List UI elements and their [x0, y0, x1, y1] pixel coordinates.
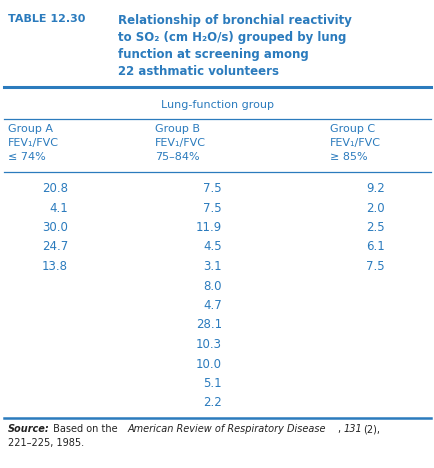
Text: 9.2: 9.2	[365, 182, 384, 195]
Text: 4.5: 4.5	[203, 241, 221, 254]
Text: 13.8: 13.8	[42, 260, 68, 273]
Text: 221–225, 1985.: 221–225, 1985.	[8, 438, 84, 448]
Text: 4.1: 4.1	[49, 202, 68, 214]
Text: 7.5: 7.5	[203, 182, 221, 195]
Text: (2),: (2),	[362, 424, 379, 434]
Text: 2.5: 2.5	[365, 221, 384, 234]
Text: Group A: Group A	[8, 124, 53, 134]
Text: ,: ,	[337, 424, 343, 434]
Text: Based on the: Based on the	[50, 424, 121, 434]
Text: TABLE 12.30: TABLE 12.30	[8, 14, 85, 24]
Text: 8.0: 8.0	[203, 279, 221, 292]
Text: FEV₁/FVC: FEV₁/FVC	[155, 138, 206, 148]
Text: Group B: Group B	[155, 124, 200, 134]
Text: 7.5: 7.5	[203, 202, 221, 214]
Text: 24.7: 24.7	[42, 241, 68, 254]
Text: FEV₁/FVC: FEV₁/FVC	[329, 138, 380, 148]
Text: 10.0: 10.0	[196, 358, 221, 371]
Text: 20.8: 20.8	[42, 182, 68, 195]
Text: 30.0: 30.0	[42, 221, 68, 234]
Text: 2.2: 2.2	[203, 396, 221, 410]
Text: ≤ 74%: ≤ 74%	[8, 152, 46, 162]
Text: American Review of Respiratory Disease: American Review of Respiratory Disease	[128, 424, 326, 434]
Text: 3.1: 3.1	[203, 260, 221, 273]
Text: 11.9: 11.9	[195, 221, 221, 234]
Text: 7.5: 7.5	[365, 260, 384, 273]
Text: Lung-function group: Lung-function group	[161, 100, 273, 110]
Text: 5.1: 5.1	[203, 377, 221, 390]
Text: 6.1: 6.1	[365, 241, 384, 254]
Text: 28.1: 28.1	[195, 319, 221, 331]
Text: 2.0: 2.0	[365, 202, 384, 214]
Text: 75–84%: 75–84%	[155, 152, 199, 162]
Text: Relationship of bronchial reactivity: Relationship of bronchial reactivity	[118, 14, 351, 27]
Text: 4.7: 4.7	[203, 299, 221, 312]
Text: Source:: Source:	[8, 424, 49, 434]
Text: FEV₁/FVC: FEV₁/FVC	[8, 138, 59, 148]
Text: 131: 131	[343, 424, 362, 434]
Text: to SO₂ (cm H₂O/s) grouped by lung: to SO₂ (cm H₂O/s) grouped by lung	[118, 31, 345, 44]
Text: Group C: Group C	[329, 124, 374, 134]
Text: function at screening among: function at screening among	[118, 48, 308, 61]
Text: ≥ 85%: ≥ 85%	[329, 152, 367, 162]
Text: 22 asthmatic volunteers: 22 asthmatic volunteers	[118, 65, 278, 78]
Text: 10.3: 10.3	[196, 338, 221, 351]
